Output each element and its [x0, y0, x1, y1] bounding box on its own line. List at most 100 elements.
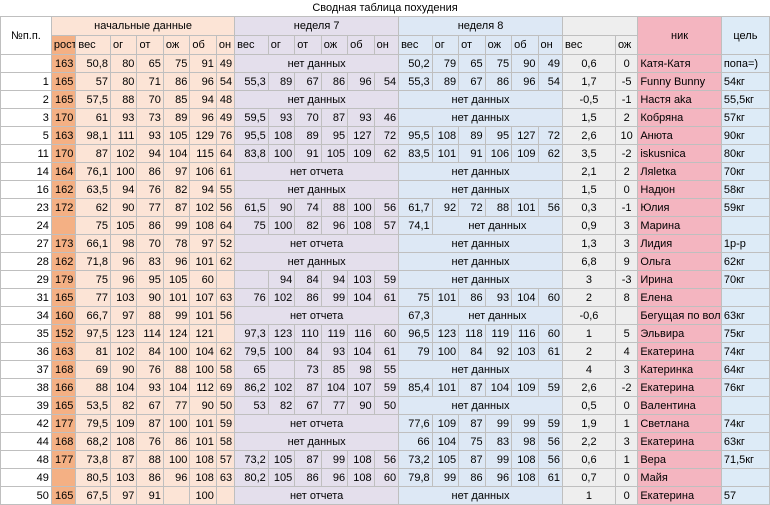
week7-cell: 50 [373, 396, 400, 415]
week8-cell: 86 [458, 468, 486, 487]
table-row: 38 166 88 104 93 104 112 69 86,2 102 87 104 107 59 85,… [0, 378, 770, 397]
week7-cell: 84 [294, 270, 322, 289]
week8-cell: 99 [484, 450, 513, 469]
goal-cell: 90кг [720, 126, 770, 145]
initial-cell: 73,8 [75, 450, 111, 469]
week7-cell: 100 [347, 198, 375, 217]
initial-cell: 54 [215, 72, 236, 91]
initial-cell: 63,5 [75, 180, 111, 199]
initial-cell: 76 [215, 126, 236, 145]
initial-cell: 104 [189, 342, 217, 361]
initial-cell: 108 [189, 468, 217, 487]
nick-cell: Екатерина [637, 378, 722, 397]
initial-cell: 103 [109, 468, 138, 487]
week8-cell: 60 [537, 288, 563, 307]
initial-cell: 75 [75, 216, 111, 235]
week7-cell: 61 [373, 288, 400, 307]
table-row: 1 165 57 80 71 86 96 54 55,3 89 67 86 96 54 55,3 89 67 86… [0, 72, 770, 91]
initial-cell: 88 [136, 450, 164, 469]
week7-cell: 116 [347, 324, 375, 343]
week7-cell: 86 [294, 468, 322, 487]
row-number: 37 [0, 360, 52, 379]
nick-cell: Вера [637, 450, 722, 469]
week7-cell: 102 [267, 378, 296, 397]
initial-cell: 168 [50, 432, 77, 451]
initial-cell: 80 [109, 54, 138, 73]
week7-cell: 96 [320, 216, 349, 235]
initial-cell: 102 [109, 342, 138, 361]
num-header: №п.п. [0, 16, 52, 55]
nick-cell: Марина [637, 216, 722, 235]
goal-cell: 63кг [720, 432, 770, 451]
initial-cell: 109 [109, 414, 138, 433]
row-number: 27 [0, 234, 52, 253]
initial-cell: 101 [189, 432, 217, 451]
initial-cell: 68,2 [75, 432, 111, 451]
initial-cell: 94 [189, 180, 217, 199]
initial-cell: 97 [162, 162, 191, 181]
initial-cell: 87 [109, 450, 138, 469]
initial-cell: 76 [136, 180, 164, 199]
week8-cell: 75 [458, 432, 486, 451]
initial-cell: 97 [189, 234, 217, 253]
initial-cell: 165 [50, 72, 77, 91]
waist-diff: 5 [614, 324, 639, 343]
week7-cell: 104 [320, 378, 349, 397]
week8-cell: 101 [431, 288, 460, 307]
table-row: 34 160 66,7 97 88 99 101 56 нет отчета 67,3 нет да… [0, 306, 770, 325]
week7-cell: 80,2 [234, 468, 269, 487]
initial-cell: 50,8 [75, 54, 111, 73]
table-row: 49 80,5 103 86 96 108 63 80,2 105 86 96 108 60 79,8 99… [0, 468, 770, 487]
initial-cell: 69 [75, 360, 111, 379]
initial-cell: 100 [189, 360, 217, 379]
initial-cell: 100 [109, 162, 138, 181]
initial-cell: 163 [50, 342, 77, 361]
week8-cell: 103 [511, 342, 539, 361]
no-data-note: нет данных [234, 90, 400, 109]
row-number: 39 [0, 396, 52, 415]
week8-cell: 65 [458, 54, 486, 73]
row-number: 50 [0, 486, 52, 505]
initial-cell: 163 [50, 126, 77, 145]
table-row: 36 163 81 102 84 100 104 62 79,5 100 84 93 104 61 79 10… [0, 342, 770, 361]
initial-cell: 104 [162, 378, 191, 397]
week7-cell: 100 [267, 144, 296, 163]
week8-cell: 127 [511, 126, 539, 145]
week7-cell: 100 [267, 342, 296, 361]
week8-cell: 86 [484, 72, 513, 91]
initial-cell: 94 [109, 180, 138, 199]
nick-header: ник [637, 16, 722, 55]
initial-cell: 108 [189, 216, 217, 235]
initial-cell: 121 [189, 324, 217, 343]
goal-cell: 74кг [720, 414, 770, 433]
initial-cell: 58 [215, 360, 236, 379]
row-number: 5 [0, 126, 52, 145]
initial-cell: 172 [50, 198, 77, 217]
weight-diff: 0,7 [561, 468, 616, 487]
waist-diff: -2 [614, 378, 639, 397]
no-data-note: нет данных [398, 108, 563, 127]
initial-cell: 90 [136, 288, 164, 307]
initial-cell: 173 [50, 234, 77, 253]
nick-cell: Настя aka [637, 90, 722, 109]
nick-cell: Бегущая по вол [637, 306, 722, 325]
nick-cell: Ляletка [637, 162, 722, 181]
week8-cell: 79,8 [398, 468, 433, 487]
week8-cell: 56 [537, 198, 563, 217]
initial-cell: 96 [189, 108, 217, 127]
initial-cell: 62 [75, 198, 111, 217]
no-data-note: нет отчета [234, 162, 400, 181]
week8-cell: 104 [484, 378, 513, 397]
initial-cell: 108 [189, 450, 217, 469]
initial-cell: 56 [215, 198, 236, 217]
initial-cell: 166 [50, 378, 77, 397]
nick-cell: Елена [637, 288, 722, 307]
initial-cell: 78 [162, 234, 191, 253]
week8-cell: 95 [484, 126, 513, 145]
initial-cell: 123 [109, 324, 138, 343]
initial-cell: 60 [189, 270, 217, 289]
week7-cell: 62 [373, 144, 400, 163]
week7-cell: 109 [347, 144, 375, 163]
initial-cell: 105 [109, 216, 138, 235]
